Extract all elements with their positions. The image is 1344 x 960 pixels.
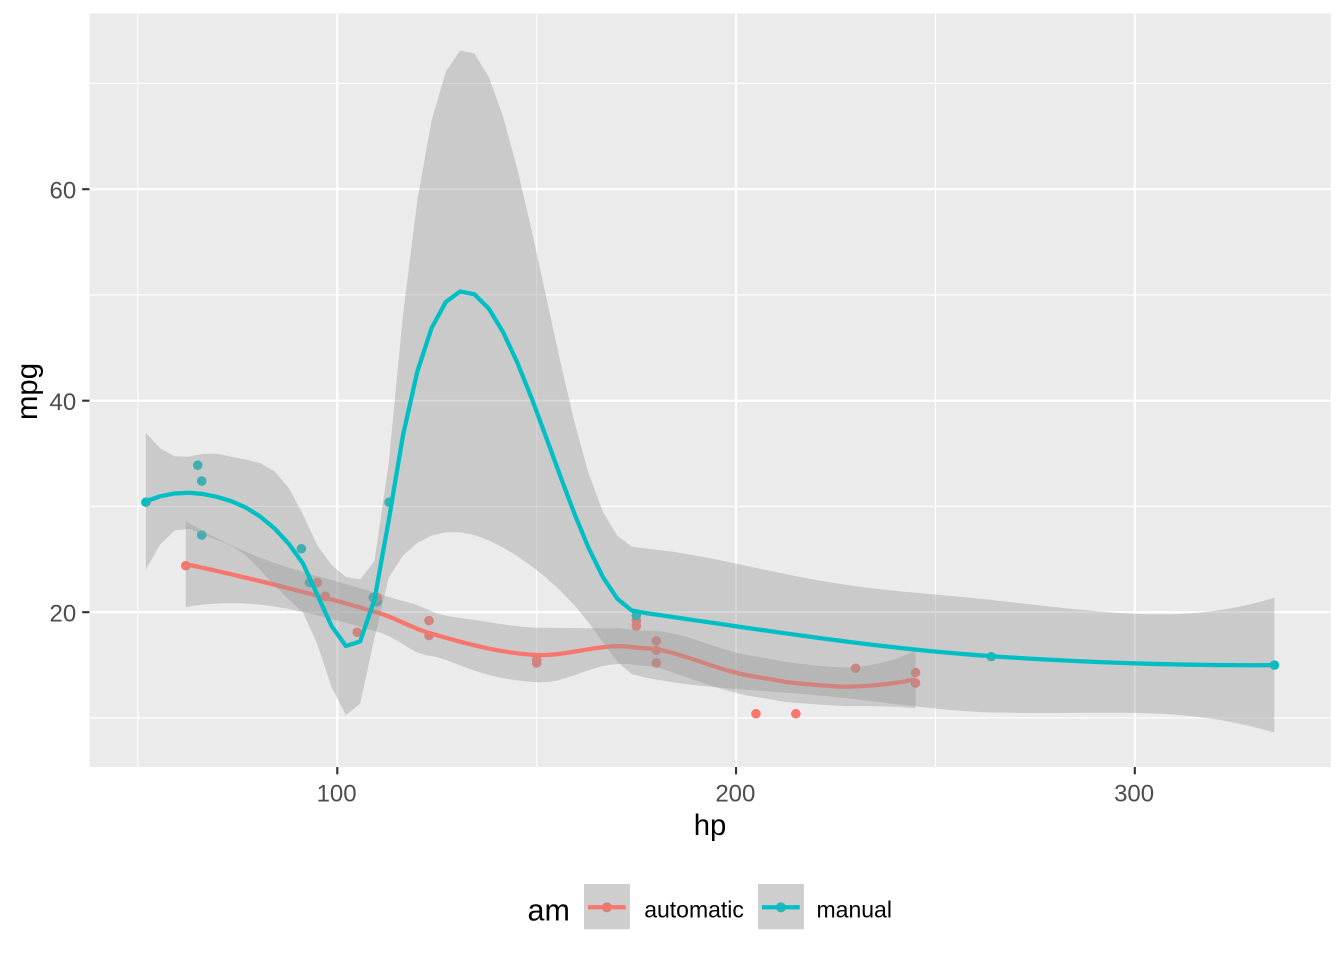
svg-text:20: 20 bbox=[49, 600, 76, 627]
svg-text:100: 100 bbox=[317, 781, 357, 808]
svg-text:300: 300 bbox=[1114, 781, 1154, 808]
svg-text:manual: manual bbox=[817, 896, 892, 922]
svg-text:60: 60 bbox=[49, 177, 76, 204]
svg-text:hp: hp bbox=[694, 809, 727, 842]
svg-text:am: am bbox=[528, 893, 570, 927]
svg-text:mpg: mpg bbox=[11, 363, 44, 420]
svg-text:200: 200 bbox=[715, 781, 755, 808]
svg-text:40: 40 bbox=[49, 389, 76, 416]
svg-text:automatic: automatic bbox=[644, 896, 744, 922]
